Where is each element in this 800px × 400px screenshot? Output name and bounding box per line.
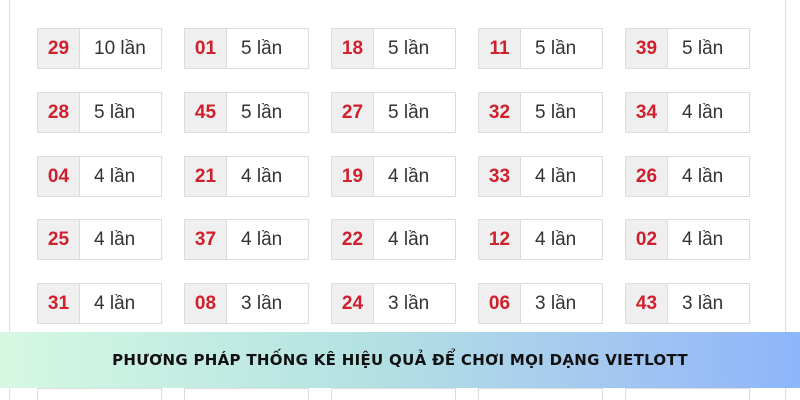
partial-cell <box>625 388 750 400</box>
occurrence-count: 4 lần <box>682 165 724 187</box>
occurrence-count: 3 lần <box>682 292 724 314</box>
banner-title: PHƯƠNG PHÁP THỐNG KÊ HIỆU QUẢ ĐỂ CHƠI MỌ… <box>112 351 688 369</box>
number-frequency-cell: 22 4 lần <box>331 219 456 260</box>
number-frequency-cell: 01 5 lần <box>184 28 309 69</box>
number-frequency-cell: 02 4 lần <box>625 219 750 260</box>
occurrence-count: 4 lần <box>94 292 136 314</box>
number-frequency-cell: 24 3 lần <box>331 283 456 324</box>
lottery-number: 01 <box>185 29 227 68</box>
lottery-number: 21 <box>185 157 227 196</box>
occurrence-count: 5 lần <box>682 37 724 59</box>
occurrence-count: 4 lần <box>682 101 724 123</box>
occurrence-count: 4 lần <box>535 228 577 250</box>
occurrence-count: 3 lần <box>388 292 430 314</box>
lottery-number: 39 <box>626 29 668 68</box>
lottery-number: 33 <box>479 157 521 196</box>
lottery-number: 08 <box>185 284 227 323</box>
lottery-number: 43 <box>626 284 668 323</box>
number-frequency-cell: 37 4 lần <box>184 219 309 260</box>
occurrence-count: 5 lần <box>388 37 430 59</box>
occurrence-count: 5 lần <box>388 101 430 123</box>
lottery-number: 11 <box>479 29 521 68</box>
number-frequency-cell: 31 4 lần <box>37 283 162 324</box>
number-frequency-cell: 06 3 lần <box>478 283 603 324</box>
occurrence-count: 4 lần <box>388 228 430 250</box>
lottery-number: 12 <box>479 220 521 259</box>
occurrence-count: 5 lần <box>535 37 577 59</box>
number-frequency-cell: 32 5 lần <box>478 92 603 133</box>
number-frequency-cell: 28 5 lần <box>37 92 162 133</box>
occurrence-count: 3 lần <box>535 292 577 314</box>
lottery-number: 29 <box>38 29 80 68</box>
occurrence-count: 4 lần <box>535 165 577 187</box>
number-frequency-cell: 04 4 lần <box>37 156 162 197</box>
occurrence-count: 4 lần <box>682 228 724 250</box>
lottery-number: 45 <box>185 93 227 132</box>
lottery-number: 19 <box>332 157 374 196</box>
occurrence-count: 5 lần <box>535 101 577 123</box>
partial-cell <box>37 388 162 400</box>
lottery-number: 18 <box>332 29 374 68</box>
number-frequency-cell: 26 4 lần <box>625 156 750 197</box>
occurrence-count: 5 lần <box>241 37 283 59</box>
title-banner: PHƯƠNG PHÁP THỐNG KÊ HIỆU QUẢ ĐỂ CHƠI MỌ… <box>0 332 800 388</box>
number-frequency-cell: 33 4 lần <box>478 156 603 197</box>
number-frequency-cell: 12 4 lần <box>478 219 603 260</box>
number-frequency-cell: 29 10 lần <box>37 28 162 69</box>
lottery-number: 04 <box>38 157 80 196</box>
occurrence-count: 5 lần <box>241 101 283 123</box>
partial-cell <box>184 388 309 400</box>
occurrence-count: 4 lần <box>241 228 283 250</box>
occurrence-count: 3 lần <box>241 292 283 314</box>
lottery-number: 06 <box>479 284 521 323</box>
occurrence-count: 4 lần <box>94 165 136 187</box>
number-frequency-cell: 11 5 lần <box>478 28 603 69</box>
lottery-number: 25 <box>38 220 80 259</box>
lottery-number: 24 <box>332 284 374 323</box>
lottery-number: 37 <box>185 220 227 259</box>
occurrence-count: 4 lần <box>94 228 136 250</box>
number-frequency-cell: 39 5 lần <box>625 28 750 69</box>
lottery-number: 31 <box>38 284 80 323</box>
lottery-number: 27 <box>332 93 374 132</box>
partial-cell <box>478 388 603 400</box>
number-frequency-cell: 25 4 lần <box>37 219 162 260</box>
occurrence-count: 4 lần <box>241 165 283 187</box>
number-frequency-cell: 27 5 lần <box>331 92 456 133</box>
partial-cell <box>331 388 456 400</box>
number-frequency-cell: 19 4 lần <box>331 156 456 197</box>
number-frequency-cell: 18 5 lần <box>331 28 456 69</box>
number-frequency-cell: 45 5 lần <box>184 92 309 133</box>
lottery-number: 34 <box>626 93 668 132</box>
occurrence-count: 4 lần <box>388 165 430 187</box>
number-frequency-cell: 43 3 lần <box>625 283 750 324</box>
lottery-number: 22 <box>332 220 374 259</box>
lottery-number: 32 <box>479 93 521 132</box>
lottery-number: 26 <box>626 157 668 196</box>
number-frequency-cell: 34 4 lần <box>625 92 750 133</box>
number-frequency-cell: 08 3 lần <box>184 283 309 324</box>
occurrence-count: 5 lần <box>94 101 136 123</box>
lottery-number: 28 <box>38 93 80 132</box>
number-frequency-cell: 21 4 lần <box>184 156 309 197</box>
lottery-number: 02 <box>626 220 668 259</box>
occurrence-count: 10 lần <box>94 37 146 59</box>
content-frame <box>9 0 786 400</box>
